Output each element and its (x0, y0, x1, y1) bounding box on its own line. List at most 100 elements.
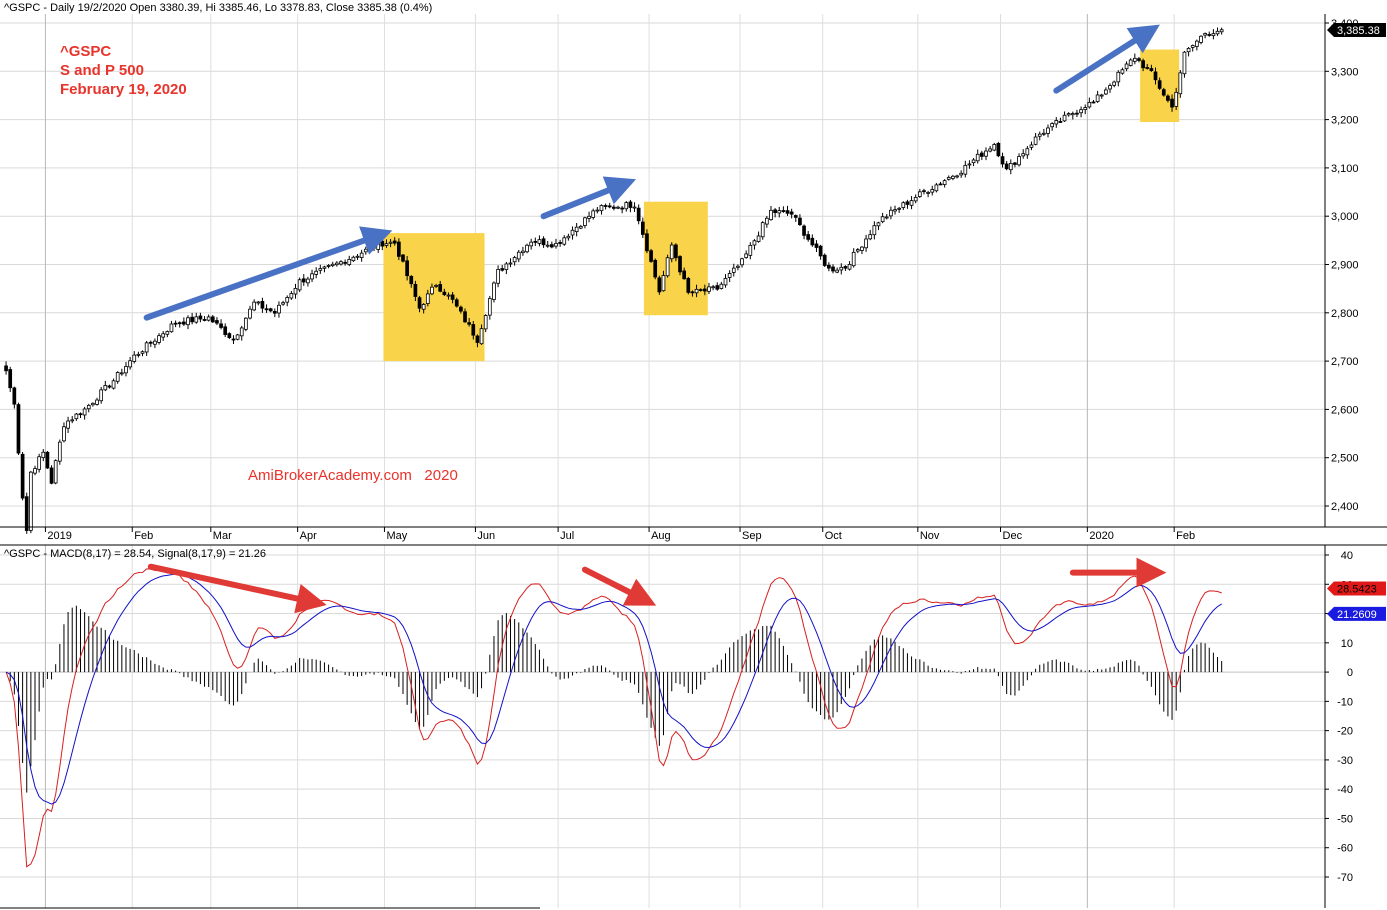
candle (314, 267, 319, 279)
candle-body (343, 261, 347, 264)
candle-body (516, 251, 521, 260)
candle-body (971, 159, 976, 164)
candle (1170, 94, 1174, 112)
candle-body (1091, 101, 1096, 104)
candle-body (380, 240, 385, 247)
candle (566, 233, 571, 241)
candle (500, 264, 505, 272)
candle-body (636, 207, 641, 222)
candle-body (1170, 98, 1174, 108)
candle-body (86, 404, 91, 410)
candle (1149, 64, 1154, 72)
candle-body (260, 300, 265, 309)
candle-body (99, 389, 104, 402)
candle-body (1186, 48, 1191, 53)
candle (736, 264, 740, 271)
candle-body (599, 205, 604, 212)
candle (963, 160, 968, 178)
candle-body (566, 235, 571, 239)
candle-body (798, 217, 802, 226)
candle-body (624, 202, 629, 210)
candle-body (620, 207, 624, 210)
macd-tick-label: -30 (1337, 755, 1353, 767)
candle (934, 182, 939, 193)
candle (425, 289, 430, 307)
candle (281, 300, 285, 306)
candle-body (12, 387, 17, 405)
candle (922, 188, 926, 195)
signal-value-badge: 21.2609 (1327, 606, 1386, 621)
candle (1157, 77, 1162, 91)
candle (202, 316, 207, 322)
candle (322, 265, 327, 273)
candle-body (210, 316, 215, 323)
candle-body (256, 301, 261, 304)
candle-body (893, 209, 897, 212)
candle (1108, 83, 1112, 93)
candle (595, 206, 600, 214)
candle (467, 318, 471, 327)
candle (153, 338, 157, 349)
candle (612, 204, 616, 211)
candle (301, 274, 306, 286)
candle-body (264, 308, 269, 311)
candle (103, 380, 108, 392)
watermark: AmiBrokerAcademy.com 2020 (248, 467, 458, 484)
candle (926, 190, 930, 198)
candle-body (1083, 107, 1088, 110)
macd-tick-label: -70 (1337, 872, 1353, 884)
candle-body (752, 240, 757, 246)
candle-body (814, 243, 819, 248)
candle-body (1099, 94, 1104, 97)
candle-body (736, 265, 740, 268)
candle-body (1037, 133, 1042, 137)
candle (74, 412, 79, 421)
ticker-annotation: ^GSPC (60, 43, 111, 60)
candle-body (459, 306, 463, 312)
candle-body (66, 420, 70, 429)
candle (988, 145, 992, 153)
candle-body (62, 426, 66, 442)
candle (401, 254, 405, 263)
candle-body (789, 211, 794, 215)
candle-body (157, 335, 161, 343)
candle (186, 315, 190, 330)
date-tick-label: Oct (825, 530, 842, 542)
candle (1017, 153, 1021, 167)
candle-body (244, 317, 248, 330)
candle (971, 158, 976, 167)
candle (62, 422, 66, 443)
candle (789, 208, 794, 219)
candle-body (20, 453, 25, 499)
candle-body (1141, 60, 1145, 69)
candle-body (645, 233, 649, 252)
candle-body (326, 265, 331, 267)
candle (463, 308, 467, 323)
candle-body (872, 225, 877, 236)
candle (49, 465, 54, 485)
price-tick-label: 3,200 (1331, 115, 1359, 127)
candle (91, 402, 95, 407)
candle (967, 160, 972, 169)
candle-body (1137, 58, 1141, 61)
candle-body (293, 288, 298, 295)
date-tick-label: Feb (134, 530, 153, 542)
candle (223, 323, 228, 338)
candle-body (430, 286, 434, 295)
candle (1079, 106, 1083, 118)
candle (157, 333, 161, 345)
candle (95, 397, 99, 406)
candle (814, 240, 819, 253)
candle (955, 174, 959, 179)
candle-body (1178, 72, 1183, 95)
candle (512, 255, 517, 266)
candle (930, 185, 935, 196)
candle (913, 194, 918, 204)
candle-body (702, 288, 707, 292)
candle-body (587, 215, 591, 219)
candle-body (583, 217, 587, 226)
candle-body (334, 262, 339, 266)
candle (1178, 70, 1183, 98)
candle (244, 317, 248, 332)
candle (868, 229, 873, 241)
